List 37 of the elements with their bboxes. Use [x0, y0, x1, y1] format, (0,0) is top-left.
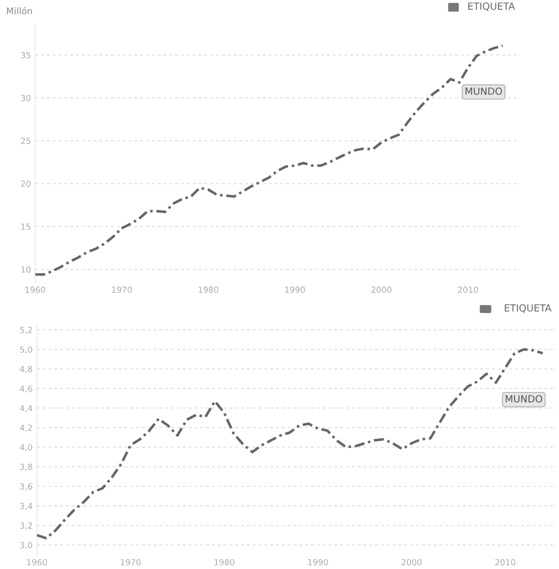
y-tick-label: 15 — [21, 224, 30, 230]
y-tick-label: 5,2 — [20, 326, 32, 334]
x-tick-label: 2010 — [458, 286, 478, 293]
x-tick-label: 2010 — [495, 559, 516, 566]
y-tick-label: 10 — [21, 266, 30, 273]
x-tick-label: 1980 — [214, 559, 234, 566]
y-tick-label: 4,0 — [20, 444, 32, 452]
y-tick-label: 4,4 — [20, 405, 32, 412]
x-tick-label: 1990 — [308, 559, 328, 566]
y-tick-label: 3,4 — [20, 502, 32, 510]
y-tick-label: 4,2 — [20, 424, 32, 432]
x-tick-label: 1990 — [285, 286, 305, 293]
x-tick-label: 2000 — [371, 286, 392, 293]
x-tick-label: 1960 — [27, 559, 47, 566]
series-label: MUNDO — [506, 395, 542, 402]
line-series — [35, 44, 504, 276]
y-tick-label: 3,0 — [20, 542, 32, 550]
x-tick-label: 1970 — [112, 286, 132, 293]
y-tick-label: 20 — [21, 180, 30, 187]
series-label: MUNDO — [466, 87, 502, 95]
x-tick-label: 1960 — [26, 286, 46, 293]
text: ETIQUETA — [504, 304, 552, 313]
x-tick-label: 1970 — [120, 559, 141, 566]
y-tick-label: 5,0 — [20, 346, 32, 354]
y-tick-label: 3,6 — [20, 483, 32, 490]
y-tick-label: 4,8 — [20, 366, 32, 374]
line-series — [36, 348, 544, 540]
y-tick-label: 3,8 — [20, 464, 32, 471]
y-tick-label: 3,2 — [20, 522, 32, 530]
y-tick-label: 4,6 — [20, 385, 32, 393]
y-tick-label: 30 — [21, 94, 30, 102]
x-tick-label: 2000 — [402, 559, 422, 566]
y-tick-label: 25 — [21, 138, 30, 144]
y-tick-label: 35 — [21, 52, 30, 58]
y-axis-title: Millón — [7, 6, 32, 14]
x-tick-label: 1980 — [198, 286, 218, 293]
text: ETIQUETA — [468, 2, 515, 11]
